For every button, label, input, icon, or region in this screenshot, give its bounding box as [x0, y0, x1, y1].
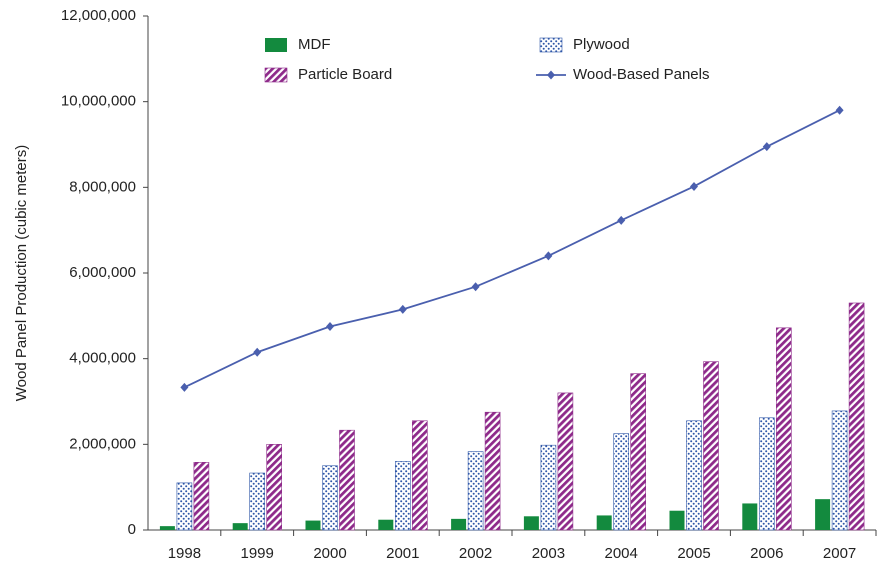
marker	[544, 251, 553, 261]
bar	[669, 510, 685, 530]
legend-label: MDF	[298, 36, 331, 53]
marker	[690, 181, 698, 191]
y-tick-label: 0	[128, 521, 136, 538]
bar	[630, 373, 647, 531]
bar	[249, 472, 265, 531]
x-tick-label: 2002	[459, 545, 492, 562]
marker	[326, 322, 334, 332]
bar	[305, 520, 321, 530]
y-tick-label: 6,000,000	[69, 264, 136, 281]
line	[184, 109, 841, 389]
bar	[232, 523, 248, 530]
bar	[266, 444, 283, 531]
bar	[193, 462, 210, 531]
bar	[523, 516, 539, 530]
bar	[411, 420, 428, 531]
bar	[378, 519, 394, 530]
marker	[835, 105, 844, 115]
x-tick-label: 2005	[677, 545, 710, 562]
legend-marker	[547, 70, 555, 80]
marker	[253, 347, 262, 357]
x-tick-label: 2003	[532, 545, 565, 562]
bar	[596, 515, 612, 530]
marker	[762, 142, 771, 152]
y-tick-label: 12,000,000	[61, 7, 136, 24]
bar	[159, 526, 175, 530]
bar	[815, 499, 831, 530]
y-tick-label: 4,000,000	[69, 350, 136, 367]
marker	[617, 215, 626, 225]
x-tick-label: 1998	[168, 545, 201, 562]
legend-label: Particle Board	[298, 66, 392, 83]
bar	[686, 420, 702, 531]
marker	[180, 382, 189, 392]
bar	[831, 410, 848, 531]
bar	[848, 302, 865, 531]
bar	[394, 461, 411, 531]
bar	[775, 327, 792, 531]
legend-swatch	[539, 37, 563, 53]
bar	[703, 361, 719, 531]
bar	[758, 417, 775, 531]
legend-label: Plywood	[573, 36, 630, 53]
x-tick-label: 1999	[241, 545, 274, 562]
x-tick-label: 2004	[605, 545, 638, 562]
bar	[176, 482, 193, 531]
legend-swatch	[264, 67, 288, 83]
legend-label: Wood-Based Panels	[573, 66, 709, 83]
legend-swatch	[265, 38, 287, 52]
y-axis-title: Wood Panel Production (cubic meters)	[13, 145, 30, 402]
bar	[540, 444, 557, 531]
x-tick-label: 2000	[313, 545, 346, 562]
x-tick-label: 2007	[823, 545, 856, 562]
bar	[339, 429, 355, 531]
bar	[451, 518, 467, 530]
bar	[322, 465, 338, 531]
marker	[398, 304, 407, 314]
bar	[613, 433, 630, 531]
bar	[467, 451, 484, 531]
y-tick-label: 10,000,000	[61, 93, 136, 110]
x-tick-label: 2006	[750, 545, 783, 562]
bar	[484, 411, 501, 531]
bar	[742, 503, 758, 530]
bar	[557, 392, 574, 531]
marker	[471, 282, 480, 292]
x-tick-label: 2001	[386, 545, 419, 562]
y-tick-label: 2,000,000	[69, 435, 136, 452]
y-tick-label: 8,000,000	[69, 178, 136, 195]
